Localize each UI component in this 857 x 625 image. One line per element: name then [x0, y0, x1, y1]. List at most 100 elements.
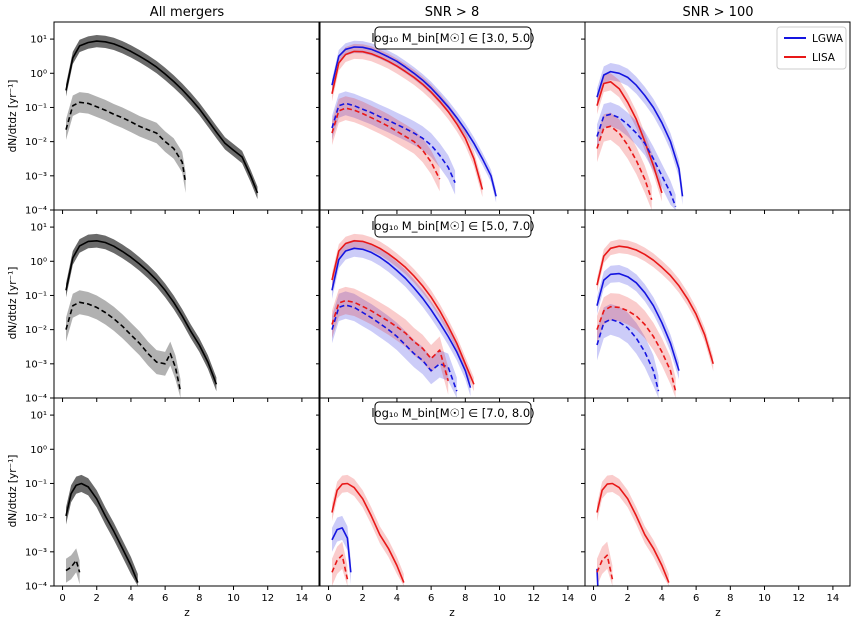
band-r1-c1-s2 — [66, 92, 186, 193]
y-tick-label: 10⁻² — [25, 513, 47, 524]
column-title-snr-100: SNR > 100 — [683, 5, 754, 20]
x-tick-label: 12 — [527, 593, 540, 604]
series-line-r3-c3-s3 — [596, 554, 614, 580]
x-axis-label-col-3: z — [715, 607, 721, 619]
series-line-r2-c3-s3 — [596, 318, 660, 392]
band-r1-c2-s3 — [332, 91, 456, 195]
x-tick-label: 0 — [59, 593, 65, 604]
series-line-r3-c3-s2 — [596, 482, 670, 583]
series-lines — [65, 40, 714, 587]
series-line-r2-c2-s1 — [331, 247, 472, 388]
legend-label-lisa: LISA — [812, 52, 836, 64]
panel-frames — [53, 21, 851, 587]
band-r3-c2-s1 — [332, 515, 351, 585]
band-r3-c1-s2 — [66, 548, 80, 585]
series-line-r2-c3-s1 — [596, 272, 680, 371]
x-tick-label: 4 — [394, 593, 400, 604]
y-tick-label: 10¹ — [30, 411, 47, 422]
series-line-r1-c2-s1 — [331, 46, 497, 197]
bin-label-row-1-text: log₁₀ M_bin[M☉] ∈ [3.0, 5.0) — [371, 31, 534, 45]
band-r2-c1-s2 — [66, 290, 181, 398]
y-tick-label: 10⁰ — [30, 445, 47, 456]
y-tick-label: 10⁻¹ — [25, 479, 47, 490]
series-line-r1-c2-s2 — [331, 50, 484, 190]
series-line-r3-c2-s2 — [331, 482, 405, 583]
bin-label-row-3: log₁₀ M_bin[M☉] ∈ [7.0, 8.0) — [371, 401, 535, 425]
series-line-r3-c1-s1 — [65, 482, 139, 583]
band-r2-c3-s4 — [597, 293, 676, 398]
y-tick-label: 10⁻⁴ — [25, 394, 47, 405]
y-tick-label: 10¹ — [30, 223, 47, 234]
series-line-r2-c2-s3 — [331, 304, 458, 392]
x-tick-label: 6 — [162, 593, 168, 604]
series-line-r2-c1-s1 — [65, 240, 218, 385]
axis-ticks: 10¹ 10⁰ 10⁻¹ 10⁻² 10⁻³ 10⁻⁴ 10¹ 10⁰ 10⁻¹ 10⁻² 10⁻³… — [25, 35, 839, 604]
y-axis-label-row-1: dN/dtdz [yr⁻¹] — [7, 80, 19, 153]
x-tick-label: 8 — [727, 593, 733, 604]
x-tick-label: 6 — [428, 593, 434, 604]
bin-label-row-1: log₁₀ M_bin[M☉] ∈ [3.0, 5.0) — [371, 26, 535, 50]
band-r2-c2-s4 — [332, 286, 449, 395]
y-tick-label: 10⁻⁴ — [25, 206, 47, 217]
panel-frame-r3-c1 — [53, 397, 320, 587]
y-tick-label: 10⁻³ — [25, 171, 47, 182]
x-tick-label: 14 — [827, 593, 840, 604]
y-tick-label: 10⁻³ — [25, 547, 47, 558]
series-line-r1-c1-s1 — [65, 40, 259, 194]
series-line-r1-c1-s2 — [65, 101, 187, 183]
series-line-r2-c3-s4 — [596, 305, 677, 392]
x-tick-label: 14 — [562, 593, 575, 604]
panel-frame-r3-c3 — [584, 397, 851, 587]
series-line-r1-c3-s1 — [596, 70, 684, 197]
x-tick-label: 10 — [758, 593, 771, 604]
legend-label-lgwa: LGWA — [812, 33, 844, 45]
band-r1-c2-s2 — [332, 43, 483, 198]
x-axis-label-col-1: z — [184, 607, 190, 619]
series-line-r2-c2-s4 — [331, 299, 449, 382]
bin-label-row-2-text: log₁₀ M_bin[M☉] ∈ [5.0, 7.0) — [371, 219, 534, 233]
series-line-r3-c2-s1 — [331, 527, 352, 573]
band-r1-c3-s1 — [597, 63, 683, 205]
x-tick-label: 8 — [462, 593, 468, 604]
y-tick-label: 10⁻³ — [25, 359, 47, 370]
series-line-r3-c1-s2 — [65, 559, 81, 573]
band-r3-c3-s2 — [597, 474, 669, 586]
column-title-all-mergers: All mergers — [150, 5, 225, 20]
y-tick-label: 10⁰ — [30, 257, 47, 268]
y-tick-label: 10⁻¹ — [25, 103, 47, 114]
y-tick-label: 10⁻² — [25, 325, 47, 336]
series-line-r1-c2-s4 — [331, 107, 441, 180]
band-r1-c3-s3 — [597, 102, 676, 210]
band-r3-c2-s2 — [332, 474, 404, 586]
x-tick-label: 6 — [693, 593, 699, 604]
x-tick-label: 8 — [196, 593, 202, 604]
band-r2-c3-s1 — [597, 265, 679, 380]
x-tick-label: 10 — [493, 593, 506, 604]
x-tick-label: 0 — [590, 593, 596, 604]
y-tick-label: 10¹ — [30, 35, 47, 46]
x-tick-label: 10 — [227, 593, 240, 604]
x-tick-label: 12 — [792, 593, 805, 604]
y-axis-label-row-3: dN/dtdz [yr⁻¹] — [7, 455, 19, 528]
bin-label-row-3-text: log₁₀ M_bin[M☉] ∈ [7.0, 8.0) — [371, 406, 534, 420]
y-tick-label: 10⁰ — [30, 69, 47, 80]
bin-label-row-2: log₁₀ M_bin[M☉] ∈ [5.0, 7.0) — [371, 214, 535, 238]
series-line-r2-c3-s2 — [596, 245, 714, 365]
series-line-r2-c1-s2 — [65, 301, 182, 392]
x-tick-label: 4 — [128, 593, 134, 604]
series-line-r1-c3-s4 — [596, 125, 653, 200]
legend: LGWA LISA — [776, 26, 847, 70]
series-line-r1-c3-s3 — [596, 113, 677, 207]
band-r2-c3-s3 — [597, 304, 659, 398]
band-r3-c2-s3 — [332, 541, 348, 586]
band-r1-c3-s4 — [597, 112, 652, 210]
x-tick-label: 12 — [261, 593, 274, 604]
x-tick-label: 2 — [625, 593, 631, 604]
y-tick-label: 10⁻² — [25, 137, 47, 148]
x-tick-label: 2 — [360, 593, 366, 604]
y-tick-label: 10⁻¹ — [25, 291, 47, 302]
band-r2-c2-s1 — [332, 239, 471, 397]
series-line-r1-c3-s2 — [596, 81, 663, 194]
x-tick-label: 2 — [94, 593, 100, 604]
